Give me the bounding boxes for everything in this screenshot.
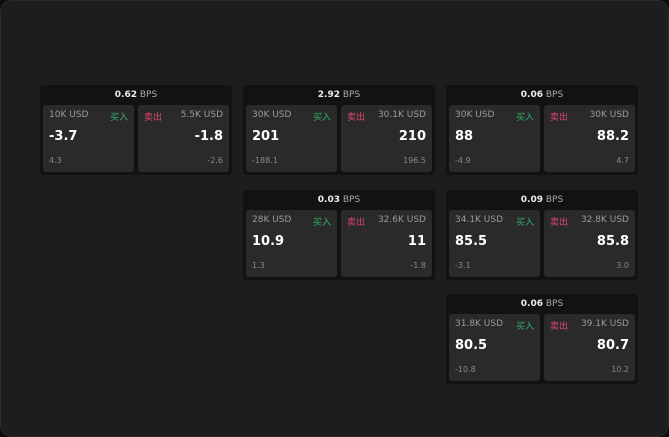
buy-size: 30K USD	[252, 110, 292, 120]
quote-card: 0.62 BPS 10K USD 买入 -3.7 4.3 卖出 5.5K USD -…	[40, 85, 232, 175]
buy-tile[interactable]: 28K USD 买入 10.9 1.3	[246, 210, 337, 277]
spread-value: 0.06	[520, 90, 543, 100]
buy-label: 买入	[109, 113, 128, 123]
buy-size: 10K USD	[49, 110, 89, 120]
buy-size: 28K USD	[252, 215, 292, 225]
sell-price: 85.8	[596, 234, 629, 249]
buy-change: -188.1	[252, 156, 278, 165]
buy-price: 201	[252, 129, 280, 144]
sell-label: 卖出	[347, 218, 366, 228]
spread-unit: BPS	[545, 195, 564, 205]
spread-unit: BPS	[545, 90, 564, 100]
sell-size: 32.6K USD	[377, 215, 426, 225]
spread-header: 0.62 BPS	[40, 85, 232, 105]
sell-tile[interactable]: 卖出 32.6K USD 11 -1.8	[341, 210, 432, 277]
buy-price: 85.5	[455, 234, 488, 249]
buy-label: 买入	[312, 218, 331, 228]
sell-tile[interactable]: 卖出 30K USD 88.2 4.7	[544, 105, 635, 172]
sell-size: 32.8K USD	[580, 215, 629, 225]
sell-label: 卖出	[550, 322, 569, 332]
buy-change: 1.3	[252, 261, 265, 270]
buy-tile[interactable]: 30K USD 买入 88 -4.9	[449, 105, 540, 172]
sell-price: 80.7	[596, 338, 629, 353]
sell-change: 10.2	[611, 365, 629, 374]
sell-tile[interactable]: 卖出 5.5K USD -1.8 -2.6	[138, 105, 229, 172]
buy-label: 买入	[515, 322, 534, 332]
spread-value: 0.62	[114, 90, 137, 100]
sell-size: 5.5K USD	[180, 110, 223, 120]
sell-price: 11	[407, 234, 426, 249]
quote-card: 0.06 BPS 31.8K USD 买入 80.5 -10.8 卖出 39.1K …	[446, 294, 638, 384]
quote-card: 2.92 BPS 30K USD 买入 201 -188.1 卖出 30.1K US…	[243, 85, 435, 175]
buy-change: 4.3	[49, 156, 62, 165]
sell-size: 30K USD	[589, 110, 629, 120]
spread-unit: BPS	[342, 90, 361, 100]
sell-label: 卖出	[144, 113, 163, 123]
buy-change: -4.9	[455, 156, 471, 165]
spread-header: 0.09 BPS	[446, 190, 638, 210]
buy-price: 80.5	[455, 338, 488, 353]
spread-header: 0.03 BPS	[243, 190, 435, 210]
sell-size: 39.1K USD	[580, 319, 629, 329]
buy-price: 88	[455, 129, 474, 144]
spread-value: 2.92	[317, 90, 340, 100]
sell-tile[interactable]: 卖出 30.1K USD 210 196.5	[341, 105, 432, 172]
buy-size: 30K USD	[455, 110, 495, 120]
buy-tile[interactable]: 31.8K USD 买入 80.5 -10.8	[449, 314, 540, 381]
sell-price: 88.2	[596, 129, 629, 144]
spread-unit: BPS	[139, 90, 158, 100]
sell-price: 210	[398, 129, 426, 144]
buy-size: 31.8K USD	[455, 319, 504, 329]
spread-value: 0.03	[317, 195, 340, 205]
buy-label: 买入	[515, 113, 534, 123]
spread-header: 0.06 BPS	[446, 85, 638, 105]
buy-tile[interactable]: 30K USD 买入 201 -188.1	[246, 105, 337, 172]
quote-card: 0.03 BPS 28K USD 买入 10.9 1.3 卖出 32.6K USD …	[243, 190, 435, 280]
buy-tile[interactable]: 10K USD 买入 -3.7 4.3	[43, 105, 134, 172]
sell-label: 卖出	[550, 218, 569, 228]
quote-card: 0.06 BPS 30K USD 买入 88 -4.9 卖出 30K USD 88.…	[446, 85, 638, 175]
sell-price: -1.8	[194, 129, 223, 144]
spread-unit: BPS	[545, 299, 564, 309]
buy-price: 10.9	[252, 234, 285, 249]
buy-label: 买入	[312, 113, 331, 123]
spread-value: 0.09	[520, 195, 543, 205]
spread-header: 0.06 BPS	[446, 294, 638, 314]
sell-change: 4.7	[616, 156, 629, 165]
buy-change: -3.1	[455, 261, 471, 270]
sell-tile[interactable]: 卖出 39.1K USD 80.7 10.2	[544, 314, 635, 381]
buy-change: -10.8	[455, 365, 476, 374]
sell-change: -2.6	[207, 156, 223, 165]
sell-change: 196.5	[403, 156, 426, 165]
sell-size: 30.1K USD	[377, 110, 426, 120]
quote-card: 0.09 BPS 34.1K USD 买入 85.5 -3.1 卖出 32.8K U…	[446, 190, 638, 280]
sell-change: -1.8	[410, 261, 426, 270]
buy-label: 买入	[515, 218, 534, 228]
spread-header: 2.92 BPS	[243, 85, 435, 105]
buy-size: 34.1K USD	[455, 215, 504, 225]
sell-tile[interactable]: 卖出 32.8K USD 85.8 3.0	[544, 210, 635, 277]
buy-price: -3.7	[49, 129, 78, 144]
sell-label: 卖出	[550, 113, 569, 123]
sell-label: 卖出	[347, 113, 366, 123]
spread-value: 0.06	[520, 299, 543, 309]
buy-tile[interactable]: 34.1K USD 买入 85.5 -3.1	[449, 210, 540, 277]
sell-change: 3.0	[616, 261, 629, 270]
spread-unit: BPS	[342, 195, 361, 205]
